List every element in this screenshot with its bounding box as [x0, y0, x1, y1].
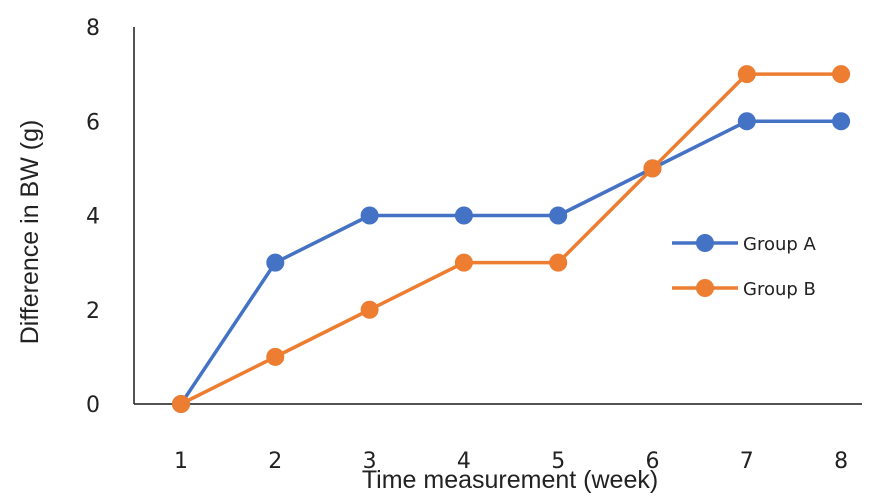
y-tick-label: 6: [86, 110, 100, 135]
data-point: [360, 300, 379, 319]
x-tick-labels: 1 2 3 4 5 6 7 8: [174, 449, 848, 474]
y-tick-label: 2: [86, 299, 100, 324]
series-line: [179, 119, 842, 405]
x-tick-label: 1: [174, 449, 188, 474]
legend-label: Group A: [743, 234, 817, 255]
axes: [133, 27, 862, 405]
legend: Group A Group B: [672, 234, 817, 300]
data-point: [549, 206, 568, 225]
x-tick-label: 8: [834, 449, 848, 474]
data-point: [360, 206, 379, 225]
data-point: [454, 206, 473, 225]
series: [172, 65, 851, 413]
y-axis-title: Difference in BW (g): [16, 120, 44, 345]
x-tick-label: 5: [551, 449, 565, 474]
y-tick-labels: 0 2 4 6 8: [86, 16, 100, 418]
legend-label: Group B: [743, 279, 816, 300]
legend-item: Group B: [672, 279, 816, 300]
data-point: [643, 159, 662, 178]
data-point: [266, 253, 285, 272]
data-point: [737, 112, 756, 131]
x-tick-label: 7: [740, 449, 754, 474]
x-tick-label: 6: [646, 449, 660, 474]
x-axis-title: Time measurement (week): [362, 466, 658, 494]
x-tick-label: 4: [457, 449, 471, 474]
data-point: [172, 395, 190, 413]
y-tick-label: 8: [86, 16, 100, 41]
data-point: [266, 347, 285, 366]
legend-item: Group A: [672, 234, 817, 255]
data-point: [832, 65, 851, 84]
legend-swatch-marker: [696, 234, 714, 252]
y-tick-label: 4: [86, 205, 100, 230]
data-point: [737, 65, 756, 84]
data-point: [832, 112, 851, 131]
series-group-b: [172, 65, 851, 413]
x-tick-label: 2: [268, 449, 282, 474]
series-line: [180, 72, 842, 406]
y-tick-label: 0: [86, 393, 100, 418]
data-point: [454, 253, 473, 272]
x-tick-label: 3: [363, 449, 377, 474]
legend-swatch-marker: [696, 279, 714, 297]
data-point: [549, 253, 568, 272]
